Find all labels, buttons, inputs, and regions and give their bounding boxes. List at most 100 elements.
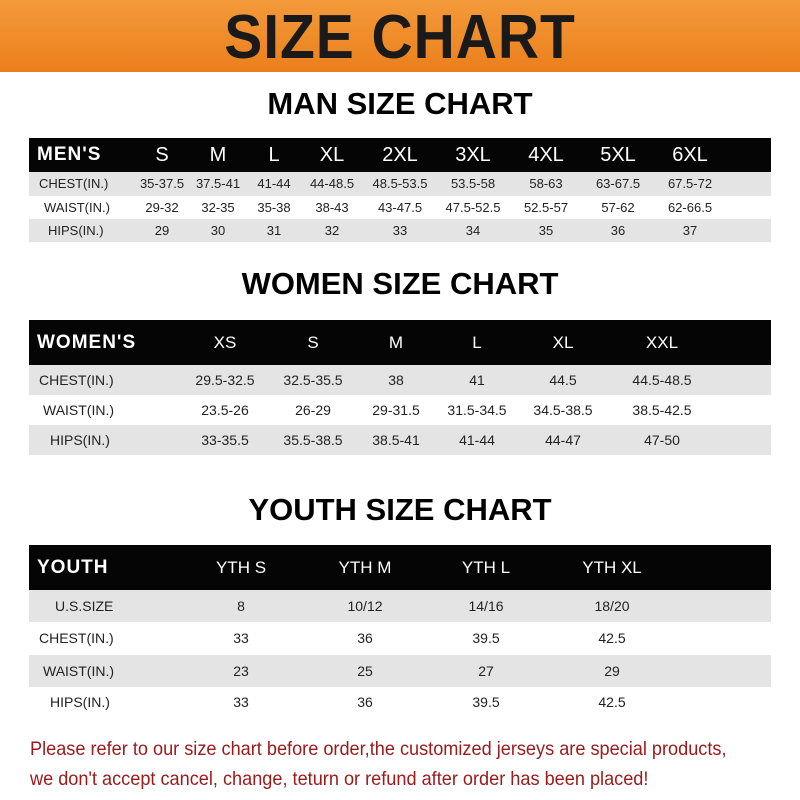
table-row: CHEST(IN.) 33 36 39.5 42.5 — [29, 622, 771, 655]
measurement-cell: 32.5-35.5 — [283, 372, 343, 388]
measurement-cell: 41-44 — [257, 176, 291, 191]
notice-line-2: we don't accept cancel, change, teturn o… — [30, 768, 649, 790]
size-header: L — [268, 144, 280, 166]
measurement-cell: 33 — [233, 630, 249, 646]
measurement-cell: 57-62 — [601, 200, 635, 215]
measurement-cell: 35 — [538, 223, 554, 238]
measurement-cell: 29 — [154, 223, 170, 238]
measurement-cell: 47-50 — [644, 432, 680, 448]
men-section-title: MAN SIZE CHART — [267, 86, 533, 121]
table-row: WAIST(IN.) 29-32 32-35 35-38 38-43 43-47.5 47.… — [29, 196, 771, 219]
row-label: HIPS(IN.) — [48, 223, 104, 238]
measurement-cell: 36 — [357, 694, 373, 710]
measurement-cell: 31 — [266, 223, 282, 238]
measurement-cell: 35-37.5 — [139, 176, 185, 191]
size-header: 5XL — [600, 144, 636, 166]
banner-title: SIZE CHART — [224, 3, 576, 72]
measurement-cell: 48.5-53.5 — [372, 176, 428, 191]
measurement-cell: 47.5-52.5 — [445, 200, 501, 215]
measurement-cell: 29 — [604, 663, 620, 679]
table-row: HIPS(IN.) 33-35.5 35.5-38.5 38.5-41 41-44 44-… — [29, 425, 771, 455]
measurement-cell: 33 — [392, 223, 408, 238]
measurement-cell: 44.5-48.5 — [632, 372, 692, 388]
size-header: M — [209, 144, 227, 166]
row-label: WAIST(IN.) — [43, 663, 115, 679]
youth-section-title: YOUTH SIZE CHART — [248, 492, 552, 527]
table-row: CHEST(IN.) 29.5-32.5 32.5-35.5 38 41 44.5 44.5… — [29, 365, 771, 395]
measurement-cell: 41-44 — [459, 432, 495, 448]
row-label: CHEST(IN.) — [39, 372, 114, 388]
measurement-cell: 23 — [233, 663, 249, 679]
measurement-cell: 38.5-42.5 — [632, 402, 692, 418]
measurement-cell: 52.5-57 — [523, 200, 569, 215]
header-label: MEN'S — [37, 144, 102, 165]
notice-line-1: Please refer to our size chart before or… — [30, 738, 727, 760]
measurement-cell: 53.5-58 — [450, 176, 496, 191]
measurement-cell: 29.5-32.5 — [195, 372, 255, 388]
measurement-cell: 37 — [682, 223, 698, 238]
row-label: U.S.SIZE — [55, 598, 114, 614]
measurement-cell: 29-31.5 — [372, 402, 420, 418]
size-header: YTH M — [338, 558, 392, 577]
measurement-cell: 25 — [357, 663, 373, 679]
measurement-cell: 44.5 — [549, 372, 577, 388]
table-row: U.S.SIZE 8 10/12 14/16 18/20 — [29, 590, 771, 622]
size-header: 6XL — [672, 144, 708, 166]
youth-size-table: YOUTH YTH S YTH M YTH L YTH XL U.S.SIZE 8 10/12… — [29, 545, 771, 718]
size-header: XL — [319, 144, 345, 166]
size-header: 2XL — [382, 144, 418, 166]
table-row: HIPS(IN.) 33 36 39.5 42.5 — [29, 687, 771, 718]
measurement-cell: 31.5-34.5 — [447, 402, 507, 418]
measurement-cell: 10/12 — [347, 598, 383, 614]
table-row: HIPS(IN.) 29 30 31 32 33 34 35 36 37 — [29, 219, 771, 242]
size-header: YTH XL — [582, 558, 642, 577]
measurement-cell: 44-47 — [545, 432, 581, 448]
measurement-cell: 36 — [357, 630, 373, 646]
measurement-cell: 30 — [210, 223, 226, 238]
size-header: 4XL — [528, 144, 564, 166]
women-header-row: WOMEN'S XS S M L XL XXL — [29, 320, 771, 365]
row-label: CHEST(IN.) — [39, 176, 109, 191]
measurement-cell: 18/20 — [594, 598, 630, 614]
order-notice: Please refer to our size chart before or… — [30, 734, 746, 794]
measurement-cell: 38-43 — [315, 200, 349, 215]
measurement-cell: 32 — [324, 223, 340, 238]
measurement-cell: 14/16 — [468, 598, 504, 614]
measurement-cell: 38 — [388, 372, 404, 388]
size-header: XS — [213, 333, 237, 352]
measurement-cell: 33-35.5 — [201, 432, 249, 448]
men-header-row: MEN'S S M L XL 2XL 3XL 4XL 5XL 6XL — [29, 138, 771, 172]
size-header: XL — [552, 333, 574, 352]
youth-header-row: YOUTH YTH S YTH M YTH L YTH XL — [29, 545, 771, 590]
women-section-title: WOMEN SIZE CHART — [241, 266, 559, 301]
measurement-cell: 29-32 — [145, 200, 179, 215]
measurement-cell: 62-66.5 — [667, 200, 713, 215]
measurement-cell: 35-38 — [257, 200, 291, 215]
measurement-cell: 38.5-41 — [372, 432, 420, 448]
table-row: WAIST(IN.) 23 25 27 29 — [29, 655, 771, 687]
measurement-cell: 44-48.5 — [309, 176, 355, 191]
measurement-cell: 67.5-72 — [667, 176, 713, 191]
measurement-cell: 35.5-38.5 — [283, 432, 343, 448]
measurement-cell: 63-67.5 — [595, 176, 641, 191]
table-row: CHEST(IN.) 35-37.5 37.5-41 41-44 44-48.5 48.5… — [29, 172, 771, 196]
measurement-cell: 58-63 — [529, 176, 563, 191]
measurement-cell: 39.5 — [472, 630, 500, 646]
size-header: YTH L — [461, 558, 511, 577]
row-label: WAIST(IN.) — [43, 402, 115, 418]
size-header: XXL — [645, 333, 679, 352]
measurement-cell: 37.5-41 — [195, 176, 241, 191]
measurement-cell: 34.5-38.5 — [533, 402, 593, 418]
measurement-cell: 41 — [469, 372, 485, 388]
size-header: 3XL — [455, 144, 491, 166]
measurement-cell: 42.5 — [598, 694, 626, 710]
table-row: WAIST(IN.) 23.5-26 26-29 29-31.5 31.5-34.5 34… — [29, 395, 771, 425]
measurement-cell: 33 — [233, 694, 249, 710]
men-size-table: MEN'S S M L XL 2XL 3XL 4XL 5XL 6XL CHEST(IN.) 35-37… — [29, 138, 771, 242]
measurement-cell: 23.5-26 — [201, 402, 249, 418]
measurement-cell: 36 — [610, 223, 626, 238]
size-header: L — [472, 333, 482, 352]
measurement-cell: 27 — [478, 663, 494, 679]
size-header: S — [155, 144, 169, 166]
measurement-cell: 32-35 — [201, 200, 235, 215]
